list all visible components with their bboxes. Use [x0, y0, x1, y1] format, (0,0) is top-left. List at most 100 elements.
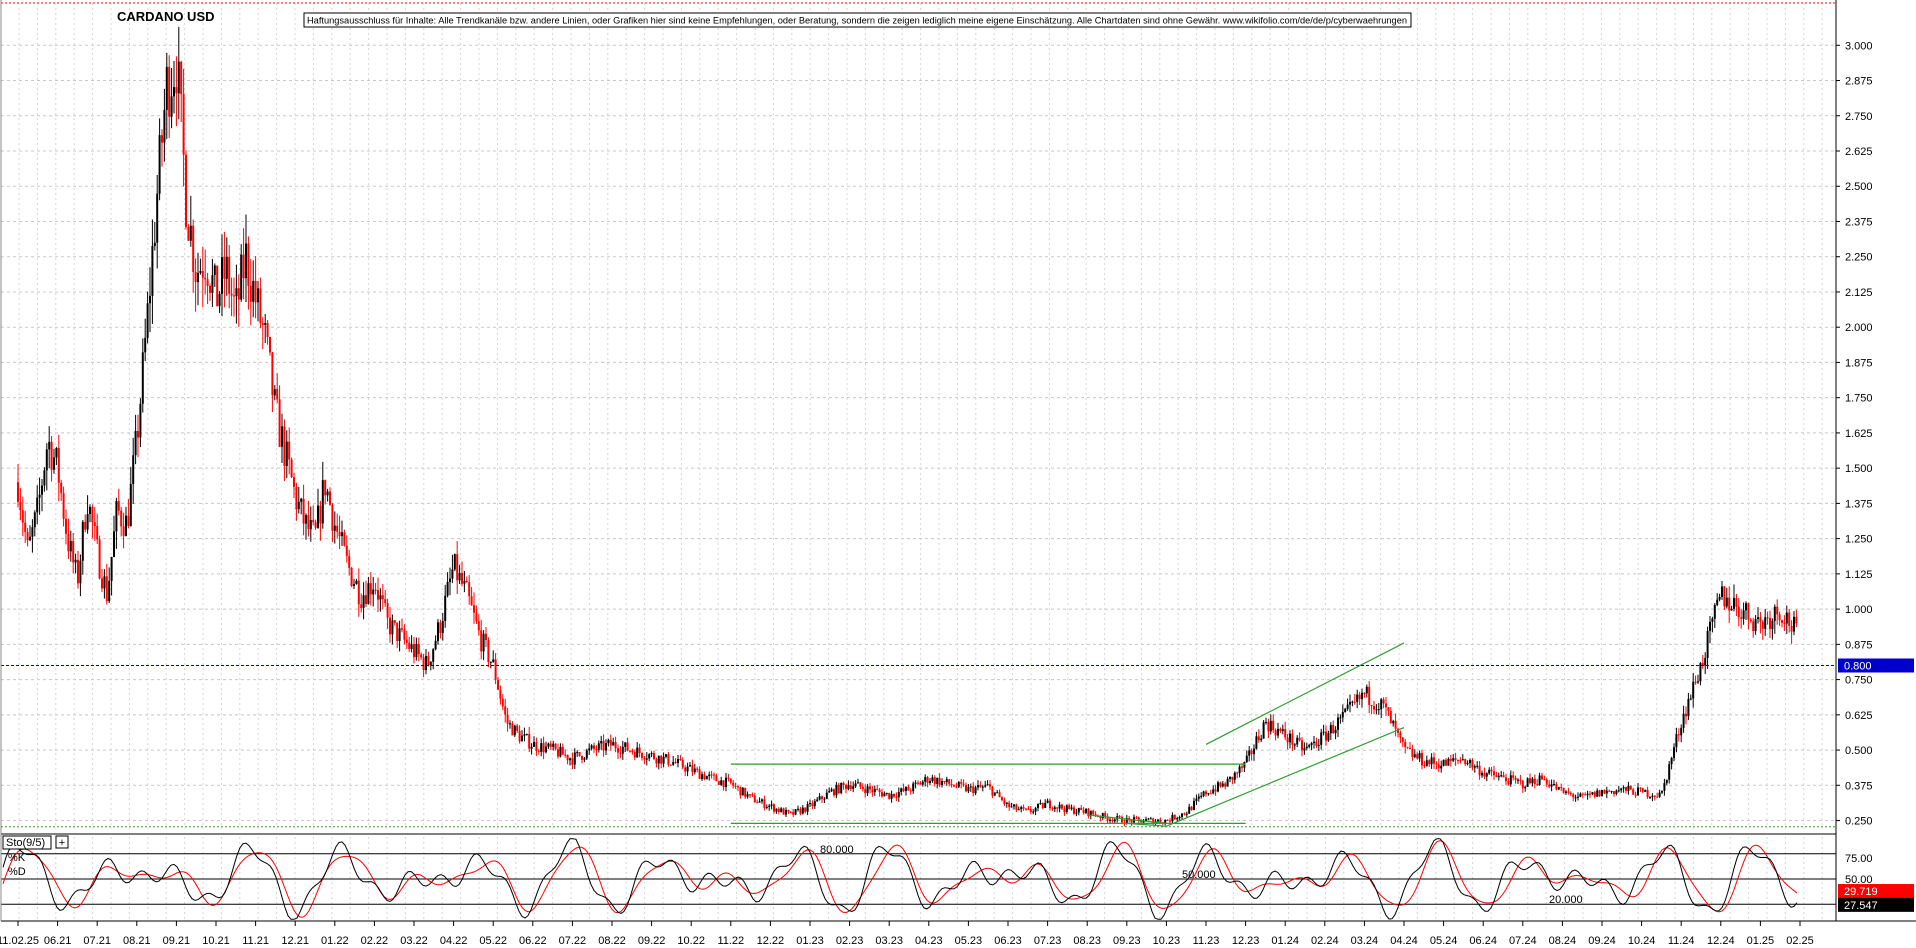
candle-body [146, 303, 149, 338]
candle-body [758, 801, 761, 803]
candle-body [405, 639, 408, 643]
candle-body [518, 730, 521, 742]
candle-body [170, 96, 173, 117]
candle-body [794, 809, 797, 815]
candle-body [441, 620, 444, 633]
x-tick-label: 03.24 [1351, 935, 1379, 947]
candle-body [295, 486, 298, 510]
candle-body [1370, 705, 1373, 707]
candle-body [91, 506, 94, 523]
candle-body [1289, 733, 1291, 743]
candle-body [585, 750, 588, 759]
candle-body [1087, 808, 1090, 817]
candle-body [631, 750, 634, 752]
candle-body [1653, 795, 1656, 797]
indicator-expand-button[interactable] [55, 835, 69, 849]
candle-body [902, 788, 905, 791]
legend-k: %K [8, 852, 26, 864]
candle-body [583, 758, 586, 760]
candle-body [1334, 729, 1337, 734]
candle-body [1699, 663, 1702, 682]
candle-body [607, 739, 610, 744]
candle-body [350, 568, 353, 586]
candle-body [1375, 709, 1378, 711]
candle-body [1665, 779, 1668, 784]
candle-body [977, 785, 979, 788]
candle-body [415, 643, 418, 658]
x-tick-label: 10.22 [677, 935, 705, 947]
candle-body [290, 459, 293, 478]
x-tick-label: 09.22 [638, 935, 666, 947]
price-candles [17, 26, 1798, 827]
candle-body [341, 532, 343, 537]
candle-body [1099, 816, 1102, 819]
candle-body [763, 799, 766, 808]
candle-body [101, 578, 103, 589]
plus-icon[interactable]: + [59, 837, 65, 849]
candle-body [125, 515, 127, 536]
candle-body [269, 336, 271, 353]
candle-body [386, 603, 389, 618]
candle-body [1413, 754, 1416, 758]
candle-body [962, 783, 965, 785]
candle-body [288, 441, 291, 460]
candle-body [175, 87, 178, 94]
candle-body [1089, 810, 1092, 817]
trend-lines [1, 2, 1836, 828]
candle-body [1255, 736, 1258, 749]
candle-body [1625, 787, 1627, 791]
candle-body [991, 786, 994, 796]
candle-body [1202, 791, 1205, 796]
candle-body [235, 288, 238, 297]
candle-body [765, 806, 768, 808]
candle-body [938, 777, 941, 786]
candle-body [849, 785, 852, 789]
candle-body [797, 808, 799, 810]
candle-body [777, 808, 780, 813]
candle-body [1118, 816, 1121, 818]
candle-body [890, 793, 893, 799]
candle-body [1545, 779, 1548, 785]
candle-body [1229, 776, 1231, 779]
candle-body [619, 752, 622, 754]
candle-body [929, 781, 931, 783]
x-tick-label: 07.24 [1509, 935, 1537, 947]
candle-body [1421, 753, 1423, 766]
candle-body [1795, 616, 1798, 624]
candle-body [45, 449, 48, 471]
candle-body [684, 767, 687, 772]
candle-body [1485, 773, 1488, 777]
candle-body [1589, 793, 1591, 795]
indicator-name[interactable]: Sto(9/5) [6, 837, 45, 849]
candle-body [1291, 733, 1294, 745]
candle-body [1754, 618, 1757, 632]
candle-body [861, 786, 864, 790]
candle-body [710, 774, 713, 776]
candle-body [701, 774, 703, 779]
candle-body [725, 777, 727, 788]
candle-body [1757, 617, 1759, 619]
candle-body [420, 654, 423, 658]
candle-body [713, 774, 715, 776]
candle-body [1106, 816, 1109, 821]
stochastic-level-label: 80.000 [820, 844, 854, 856]
candle-body [782, 808, 785, 815]
candle-body [1725, 597, 1728, 607]
candle-body [192, 225, 195, 273]
candle-body [705, 776, 708, 780]
candle-body [1730, 608, 1733, 611]
y-tick-label: 1.625 [1845, 428, 1873, 440]
candle-body [842, 782, 845, 786]
indicator-label-box[interactable] [2, 835, 52, 850]
candle-body [1178, 817, 1181, 819]
candle-body [108, 580, 111, 602]
candle-body [1521, 780, 1524, 789]
candle-body [1387, 707, 1390, 711]
candle-body [1128, 818, 1131, 820]
candle-body [1346, 704, 1349, 709]
candle-body [453, 554, 456, 570]
candle-body [1745, 603, 1747, 611]
candle-body [144, 337, 147, 353]
candle-body [48, 441, 51, 450]
candle-body [1245, 755, 1248, 762]
